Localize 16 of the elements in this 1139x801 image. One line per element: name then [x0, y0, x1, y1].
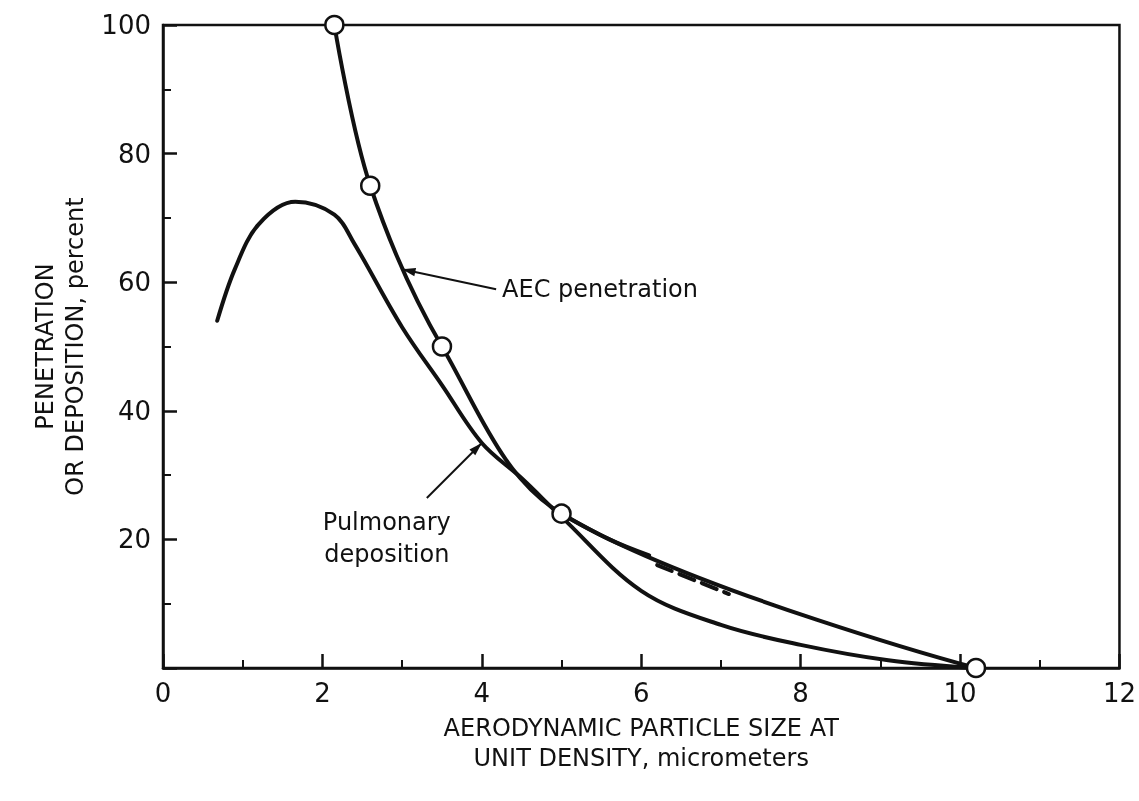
y-tick-label: 20 — [117, 524, 151, 555]
y-axis-title: PENETRATION OR DEPOSITION, percent — [31, 197, 90, 496]
y-tick-label: 80 — [117, 138, 151, 169]
annotation: AEC penetration — [502, 275, 699, 304]
x-tick-label: 6 — [632, 678, 650, 708]
x-tick-label: 0 — [154, 678, 172, 708]
x-tick-label: 10 — [943, 678, 977, 708]
x-axis-title: AERODYNAMIC PARTICLE SIZE AT UNIT DENSITY, micrometers — [443, 714, 840, 772]
x-tick-label: 2 — [314, 678, 331, 708]
y-tick-label: 60 — [117, 267, 151, 298]
y-tick-label: 100 — [101, 10, 151, 40]
x-tick-label: 8 — [792, 678, 809, 708]
y-tick-label: 40 — [117, 395, 151, 426]
x-tick-label: 4 — [473, 678, 491, 708]
annotation: Pulmonary deposition — [322, 507, 451, 568]
x-tick-label: 12 — [1102, 678, 1136, 708]
